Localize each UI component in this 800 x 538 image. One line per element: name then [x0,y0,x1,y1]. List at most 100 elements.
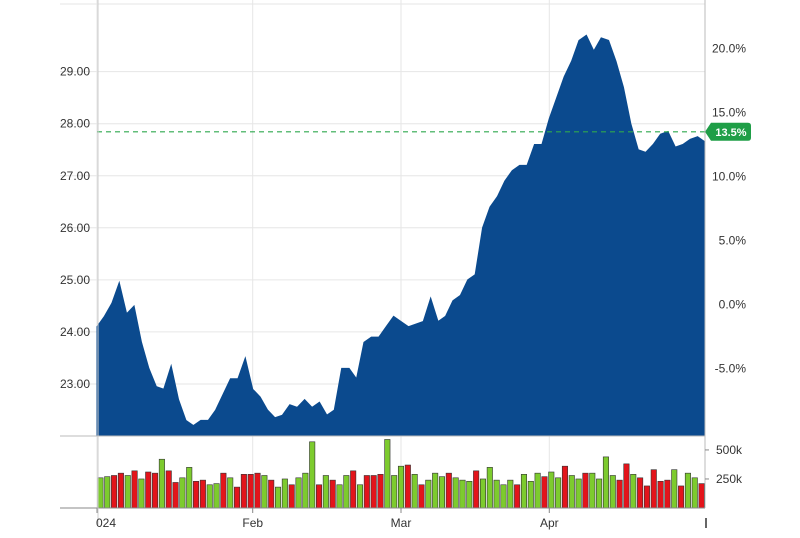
volume-bar [104,476,111,509]
volume-bar [438,476,445,509]
volume-bar [602,456,609,509]
volume-bar [281,478,288,509]
change-tick-label: 10.0% [712,170,746,184]
price-tick-label: 23.00 [60,377,90,391]
volume-bar [234,486,241,509]
volume-bar [97,477,104,509]
volume-bar [684,472,691,509]
volume-bar [247,474,254,509]
volume-bar [657,480,664,509]
volume-bar [322,475,329,509]
volume-bar [561,465,568,509]
volume-bar [391,475,398,509]
volume-bar [575,478,582,509]
x-tick-label: Feb [242,516,263,530]
volume-bar [678,485,685,509]
volume-bar [158,458,165,509]
change-tick-label: 5.0% [719,233,747,247]
volume-bar [213,483,220,509]
volume-bar [589,472,596,509]
volume-bar [363,475,370,509]
price-plot [96,34,706,437]
volume-bar [138,478,145,509]
volume-bar [227,477,234,509]
x-tick-label: Apr [540,516,559,530]
price-tick-label: 28.00 [60,117,90,131]
volume-bar [582,472,589,509]
volume-bar [459,479,466,509]
volume-bar [541,476,548,509]
volume-bar [206,484,213,509]
volume-bar [452,477,459,509]
change-tick-label: 20.0% [712,42,746,56]
x-tick-label: 024 [96,516,116,530]
volume-bar [698,483,705,509]
volume-bar [165,470,172,509]
volume-bar [275,486,282,509]
volume-bar [479,478,486,509]
volume-tick-label: 250k [716,472,743,486]
volume-bar [664,479,671,509]
volume-bar [609,475,616,509]
volume-bar [152,472,159,509]
volume-bar [473,470,480,509]
volume-bar [404,464,411,509]
volume-bar [309,441,316,509]
volume-bar [534,472,541,509]
volume-bar [329,479,336,509]
volume-bar [199,479,206,509]
volume-bar [350,470,357,509]
volume-bar [555,477,562,509]
volume-bar [466,480,473,509]
volume-bar [336,484,343,509]
volume-bar [691,477,698,509]
price-tick-label: 26.00 [60,221,90,235]
volume-bar [623,463,630,509]
volume-bar [671,469,678,509]
volume-bar [295,477,302,509]
volume-bar [343,475,350,509]
volume-bar [643,485,650,509]
volume-bar [261,475,268,509]
volume-bar [493,479,500,509]
volume-bar [302,472,309,509]
volume-bar [514,484,521,509]
volume-bar [240,474,247,509]
volume-bar [356,484,364,509]
current-change-label: 13.5% [715,127,746,139]
volume-bar [486,467,493,509]
volume-bar [384,439,391,509]
current-change-badge [705,122,751,141]
volume-bar [520,474,527,509]
volume-bar [568,475,575,509]
volume-tick-label: 500k [716,443,743,457]
volume-bar [425,479,432,509]
volume-bar [507,479,514,509]
volume-bar [630,474,637,509]
volume-bar [186,467,193,509]
volume-bar [616,479,623,509]
volume-bar [548,471,555,509]
volume-bar [268,479,275,509]
volume-bar [220,472,227,509]
volume-bar [637,477,644,509]
volume-bar [131,470,138,509]
price-tick-label: 24.00 [60,325,90,339]
volume-bar [418,484,425,509]
volume-bar [411,474,418,509]
change-tick-label: 15.0% [712,106,746,120]
volume-bar [124,475,131,509]
volume-bar [288,484,295,509]
volume-plot [97,439,705,509]
change-tick-label: 0.0% [719,297,747,311]
volume-bar [432,472,439,509]
volume-bar [172,482,179,509]
volume-bar [254,472,261,509]
volume-bar [377,474,384,509]
price-area [96,34,706,437]
x-tick-label: Mar [391,516,412,530]
volume-bar [316,484,323,509]
change-tick-label: -5.0% [715,361,747,375]
volume-bar [527,480,534,509]
